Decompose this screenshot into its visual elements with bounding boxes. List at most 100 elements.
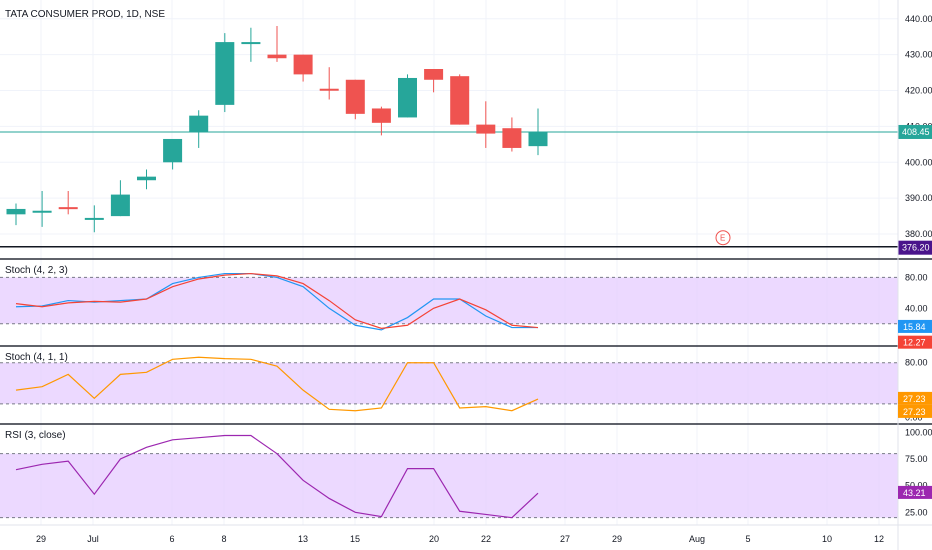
candle <box>450 74 470 125</box>
candle <box>528 108 548 156</box>
indicator-title: Stoch (4, 1, 1) <box>5 352 68 363</box>
indicator-value-label: 12.27 <box>903 338 926 348</box>
candle-body <box>6 208 26 215</box>
time-tick-label: 13 <box>298 534 308 544</box>
candle <box>424 69 444 93</box>
candle <box>110 180 130 217</box>
candle-body <box>32 210 52 213</box>
candle <box>84 205 104 233</box>
candle-body <box>137 176 156 181</box>
indicator-value-label: 43.21 <box>903 488 926 498</box>
indicator-pane: Stoch (4, 1, 1) <box>5 352 539 412</box>
indicator-band <box>0 277 898 324</box>
candle <box>32 191 52 227</box>
candle-body <box>371 108 391 123</box>
candle-body <box>189 115 209 132</box>
candle-body <box>110 194 130 217</box>
event-marker-label: E <box>720 234 725 243</box>
candle <box>163 138 183 170</box>
event-marker-icon <box>715 230 731 246</box>
time-tick-label: 22 <box>481 534 491 544</box>
candle-body <box>319 88 339 91</box>
candle <box>476 101 496 148</box>
indicator-panes[interactable]: Stoch (4, 2, 3) Stoch (4, 1, 1) RSI (3, cl… <box>5 265 539 519</box>
last-price-label: 408.45 <box>902 127 930 137</box>
indicator-value-badge <box>898 335 932 349</box>
indicator-tick-label: 100.00 <box>905 427 932 437</box>
indicator-band <box>0 362 898 404</box>
indicator-tick-label: 80.00 <box>905 358 928 368</box>
price-pane[interactable]: E <box>0 25 898 248</box>
price-tick-label: 420.00 <box>905 86 932 96</box>
marker-price-label: 376.20 <box>902 243 930 253</box>
candle <box>58 191 78 215</box>
price-tick-label: 380.00 <box>905 229 932 239</box>
indicator-value-badge <box>898 319 932 333</box>
indicator-value-badge <box>898 404 932 418</box>
indicator-value-badge <box>898 391 932 405</box>
indicator-band <box>0 453 898 518</box>
candle <box>345 79 365 120</box>
indicator-value-label: 27.23 <box>903 407 926 417</box>
time-tick-label: 6 <box>169 534 174 544</box>
candle <box>6 203 26 226</box>
candle-body <box>241 42 261 45</box>
indicator-series-line <box>15 272 539 329</box>
time-tick-label: 8 <box>221 534 226 544</box>
indicator-tick-label: 75.00 <box>905 454 928 464</box>
grid-layer <box>0 0 898 525</box>
chart-title: TATA CONSUMER PROD, 1D, NSE <box>5 9 165 20</box>
time-tick-label: 15 <box>350 534 360 544</box>
price-tick-label: 400.00 <box>905 157 932 167</box>
indicator-value-label: 27.23 <box>903 394 926 404</box>
candle-body <box>215 42 235 105</box>
indicator-series-line <box>15 434 539 519</box>
marker-price-badge <box>898 240 932 255</box>
indicator-series-line <box>15 356 539 412</box>
candle-body <box>58 207 78 210</box>
candle <box>241 27 261 62</box>
indicator-tick-label: 50.00 <box>905 481 928 491</box>
candle-body <box>502 128 522 148</box>
candle <box>371 106 391 136</box>
time-tick-label: 29 <box>612 534 622 544</box>
candle <box>398 74 417 118</box>
indicator-tick-label: 25.00 <box>905 507 928 517</box>
candle-body <box>450 76 470 125</box>
indicator-value-label: 15.84 <box>903 322 926 332</box>
time-tick-label: 29 <box>36 534 46 544</box>
candle-body <box>398 77 417 118</box>
candle <box>293 54 313 82</box>
candle <box>319 67 339 100</box>
price-tick-label: 430.00 <box>905 50 932 60</box>
time-tick-label: 20 <box>429 534 439 544</box>
indicator-title: RSI (3, close) <box>5 430 66 441</box>
candle-body <box>293 54 313 75</box>
indicator-tick-label: 80.00 <box>905 272 928 282</box>
time-tick-label: 27 <box>560 534 570 544</box>
candle <box>215 33 235 113</box>
time-tick-label: 12 <box>874 534 884 544</box>
last-price-badge <box>898 124 932 139</box>
candle-body <box>163 138 183 163</box>
price-tick-label: 390.00 <box>905 193 932 203</box>
band-layer <box>0 276 898 519</box>
candle <box>189 110 209 148</box>
candle-body <box>424 69 444 80</box>
candle-body <box>528 131 548 147</box>
candle-body <box>267 54 287 59</box>
indicator-tick-label: 40.00 <box>905 303 928 313</box>
time-tick-label: Aug <box>689 534 705 544</box>
indicator-pane: Stoch (4, 2, 3) <box>5 265 539 331</box>
candle <box>137 169 156 190</box>
time-tick-label: 5 <box>745 534 750 544</box>
time-tick-label: 10 <box>822 534 832 544</box>
candle-body <box>345 79 365 114</box>
price-tick-label: 440.00 <box>905 14 932 24</box>
candle-body <box>84 217 104 220</box>
candle <box>267 25 287 62</box>
candle-body <box>476 124 496 134</box>
indicator-value-badge <box>898 485 932 499</box>
